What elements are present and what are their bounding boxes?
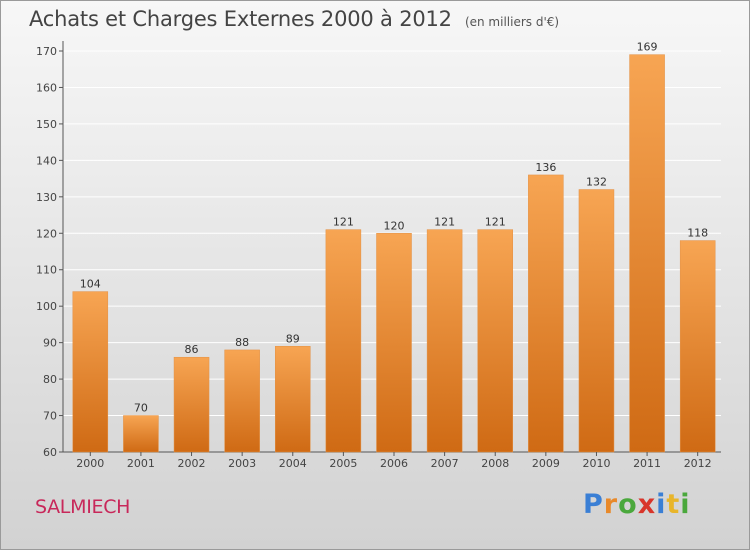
logo-letter: i xyxy=(656,489,667,520)
y-tick-label: 60 xyxy=(43,446,57,459)
bar-2012 xyxy=(679,240,716,453)
x-tick-label-2004: 2004 xyxy=(279,457,307,470)
x-tick-label-2006: 2006 xyxy=(380,457,408,470)
x-tick-label-2001: 2001 xyxy=(127,457,155,470)
logo-letter: i xyxy=(680,489,691,520)
logo-letter: t xyxy=(666,489,681,520)
chart-header: Achats et Charges Externes 2000 à 2012 (… xyxy=(29,7,559,31)
bar-2008 xyxy=(477,229,513,453)
bar-2011 xyxy=(629,54,665,453)
x-tick-label-2002: 2002 xyxy=(178,457,206,470)
bar-2006 xyxy=(376,233,412,453)
data-label-2003: 88 xyxy=(235,336,249,349)
y-tick-label: 110 xyxy=(36,264,57,277)
bar-2009 xyxy=(528,174,564,453)
bar-2003 xyxy=(224,349,260,453)
x-tick-label-2000: 2000 xyxy=(76,457,104,470)
place-name: SALMIECH xyxy=(35,496,131,518)
logo-letter: P xyxy=(583,489,604,520)
data-label-2009: 136 xyxy=(535,161,556,174)
x-tick-label-2011: 2011 xyxy=(633,457,661,470)
y-tick-label: 70 xyxy=(43,410,57,423)
data-label-2012: 118 xyxy=(687,227,708,240)
x-tick-label-2009: 2009 xyxy=(532,457,560,470)
data-label-2002: 86 xyxy=(185,343,199,356)
y-tick-label: 140 xyxy=(36,154,57,167)
data-label-2000: 104 xyxy=(80,278,101,291)
logo-letter: o xyxy=(618,489,638,520)
data-label-2005: 121 xyxy=(333,216,354,229)
y-tick-label: 100 xyxy=(36,300,57,313)
bar-2002 xyxy=(173,356,210,453)
y-tick-label: 90 xyxy=(43,337,57,350)
x-tick-label-2010: 2010 xyxy=(582,457,610,470)
x-tick-label-2007: 2007 xyxy=(431,457,459,470)
y-tick-label: 130 xyxy=(36,191,57,204)
data-label-2006: 120 xyxy=(384,219,405,232)
y-tick-label: 120 xyxy=(36,227,57,240)
bar-2004 xyxy=(275,346,311,453)
y-tick-label: 170 xyxy=(36,45,57,58)
data-label-2008: 121 xyxy=(485,216,506,229)
bar-2000 xyxy=(72,291,109,453)
data-label-2004: 89 xyxy=(286,332,300,345)
data-label-2001: 70 xyxy=(134,402,148,415)
logo-letter: x xyxy=(637,489,657,520)
bar-2007 xyxy=(426,229,463,453)
y-tick-label: 160 xyxy=(36,81,57,94)
x-tick-label-2003: 2003 xyxy=(228,457,256,470)
bar-2005 xyxy=(325,229,362,453)
data-label-2011: 169 xyxy=(637,41,658,54)
y-tick-label: 150 xyxy=(36,118,57,131)
logo-letter: r xyxy=(603,489,619,520)
proxiti-logo: Proxiti xyxy=(583,489,691,520)
data-label-2010: 132 xyxy=(586,176,607,189)
chart-title: Achats et Charges Externes 2000 à 2012 xyxy=(29,7,452,31)
bar-2001 xyxy=(123,415,159,453)
x-tick-label-2008: 2008 xyxy=(481,457,509,470)
x-tick-label-2012: 2012 xyxy=(684,457,712,470)
y-tick-label: 80 xyxy=(43,373,57,386)
bar-2010 xyxy=(578,189,615,453)
data-label-2007: 121 xyxy=(434,216,455,229)
x-tick-label-2005: 2005 xyxy=(329,457,357,470)
chart-unit: (en milliers d'€) xyxy=(464,15,560,29)
